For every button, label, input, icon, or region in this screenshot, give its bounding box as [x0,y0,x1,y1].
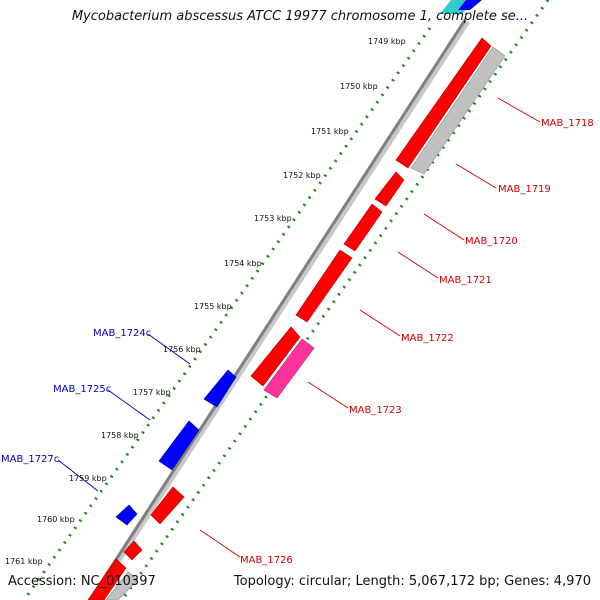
gene-arrow-mab-1720[interactable] [374,171,405,207]
gene-label-mab-1725c[interactable]: MAB_1725c [53,384,111,395]
gene-arrow-1726b[interactable] [123,540,143,561]
leader-mab-1720 [423,213,465,241]
gene-label-mab-1727c[interactable]: MAB_1727c [1,454,59,465]
gene-label-mab-1724c[interactable]: MAB_1724c [93,328,151,339]
tick-label-1758: 1758 kbp [101,431,139,440]
gene-label-mab-1719[interactable]: MAB_1719 [498,184,551,195]
gene-arrow-mab-1718[interactable] [395,37,492,169]
leader-mab-1722 [359,309,401,337]
outer-dotted-ring [22,27,432,600]
tick-label-1754: 1754 kbp [224,259,262,268]
gene-label-mab-1723[interactable]: MAB_1723 [349,405,402,416]
tick-label-1755: 1755 kbp [194,302,232,311]
gene-arrow-mab-1723-red[interactable] [250,326,301,387]
gene-arrow-mab-1725c[interactable] [158,420,200,471]
gene-arrow-mab-1726[interactable] [150,486,185,525]
leader-mab-1727c [57,459,99,492]
accession-text: Accession: NC_010397 [8,574,156,589]
backbone-shadow [89,19,470,600]
gene-arrow-mab-1724c[interactable] [203,369,237,408]
gene-arrow-mab-1727c[interactable] [115,504,138,526]
gene-arrow-mab-1719[interactable] [410,46,506,175]
gene-label-mab-1722[interactable]: MAB_1722 [401,333,454,344]
tick-label-1750: 1750 kbp [340,82,378,91]
gene-arrow-mab-1723[interactable] [263,338,315,399]
gene-label-mab-1726[interactable]: MAB_1726 [240,555,293,566]
leader-mab-1723 [307,381,349,409]
leader-mab-1721 [397,251,439,279]
gene-arrow-mab-1721[interactable] [343,203,383,252]
genome-summary-text: Topology: circular; Length: 5,067,172 bp… [233,574,591,589]
gene-label-mab-1718[interactable]: MAB_1718 [541,118,594,129]
map-title: Mycobacterium abscessus ATCC 19977 chrom… [71,9,529,24]
tick-label-1761: 1761 kbp [5,557,43,566]
tick-label-1751: 1751 kbp [311,127,349,136]
leader-mab-1725c [107,389,151,421]
gene-label-mab-1720[interactable]: MAB_1720 [465,236,518,247]
tick-label-1756: 1756 kbp [163,345,201,354]
tick-label-1759: 1759 kbp [69,474,107,483]
tick-label-1760: 1760 kbp [37,515,75,524]
gene-arrow-bottom-red[interactable] [87,558,127,600]
leader-mab-1719 [455,163,497,189]
backbone [88,19,467,600]
leader-mab-1726 [199,529,241,558]
tick-label-1757: 1757 kbp [133,388,171,397]
inner-dotted-ring [120,0,550,600]
tick-label-1749: 1749 kbp [368,37,406,46]
tick-label-1753: 1753 kbp [254,214,292,223]
leader-mab-1718 [497,97,541,123]
tick-label-1752: 1752 kbp [283,171,321,180]
partial-blue-feature[interactable] [458,0,482,10]
gene-arrow-bottom-gray[interactable] [105,571,139,600]
gene-arrow-mab-1722[interactable] [295,249,353,323]
gene-label-mab-1721[interactable]: MAB_1721 [439,275,492,286]
leader-mab-1724c [147,333,191,365]
